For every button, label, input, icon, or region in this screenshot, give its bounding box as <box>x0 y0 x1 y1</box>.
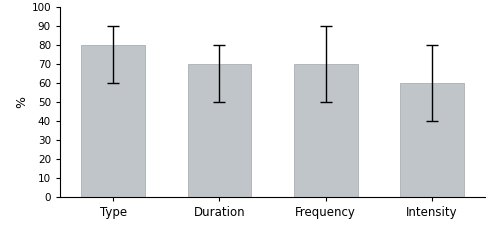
Y-axis label: %: % <box>16 96 28 108</box>
Bar <box>400 83 464 197</box>
Bar <box>81 45 145 197</box>
Bar <box>188 64 252 197</box>
Bar <box>294 64 358 197</box>
